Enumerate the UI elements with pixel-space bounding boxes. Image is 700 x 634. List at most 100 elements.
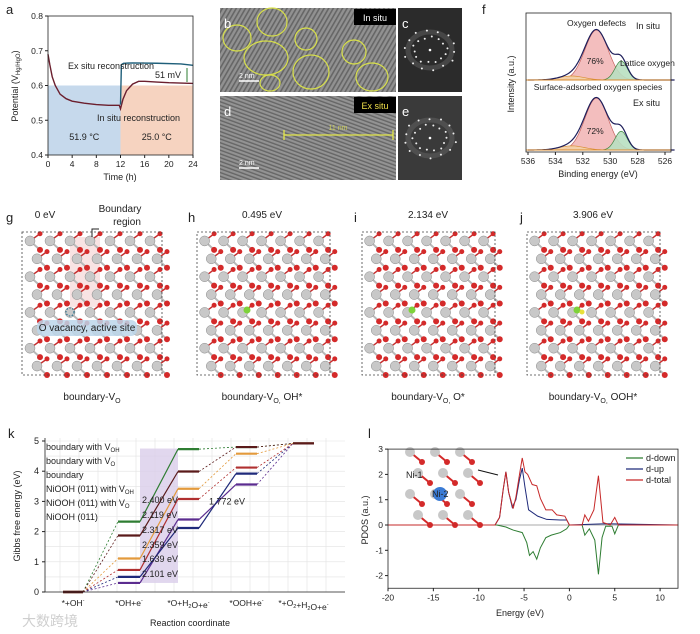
ni-atom [440,307,451,318]
ni-atom [447,253,458,265]
ni-atom [84,307,96,318]
barrier-label-ooh: 1.772 eV [209,496,245,506]
o-atom [567,320,573,326]
x-tick-label: 0 [46,159,51,169]
ni-atom [536,360,547,372]
o-atom [655,302,661,308]
ni-atom [282,289,293,300]
o-atom [643,284,649,290]
ni-atom [586,307,597,318]
ni-atom [409,360,420,372]
o-atom [496,264,503,271]
o-atom [547,300,554,307]
ni-atom [459,271,470,282]
o-atom [433,302,439,308]
diffraction-spot [441,42,444,45]
axes-frame [525,12,672,153]
o-atom [287,267,293,273]
boundary-region-label-2: region [113,217,141,228]
o-atom [44,264,50,271]
o-atom [636,231,642,237]
x-category-label: *+O2+H2O+e- [278,598,328,612]
transition-line [198,467,237,500]
watermark: 大数跨境 [22,613,78,629]
o-atom [275,320,281,326]
fft-pattern-e: e [398,96,462,180]
panel-label-e: e [402,104,409,119]
o-atom [325,267,331,273]
o-atom [275,249,281,255]
ni-1-label: Ni-1 [406,470,423,480]
diffraction-spot [453,50,456,53]
o-atom [64,356,70,362]
ni-atom [643,307,654,318]
ni-atom [612,360,623,372]
ni-atom [643,235,654,247]
chart-a-potential-vs-time: 51.9 °C 25.0 °C Ex situ reconstruction In s… [10,11,198,182]
o-atom [249,246,256,253]
diffraction-spot [403,47,406,50]
pointer-arrow [477,469,499,476]
o-atom [376,354,383,361]
ni-atom [24,342,36,354]
transition-line [256,443,294,448]
x-tick-label: 534 [548,156,562,166]
o-atom [566,264,573,271]
o-atom [662,249,668,255]
o-atom [617,354,624,361]
o-atom [104,249,110,255]
label-part: 2 [307,606,310,612]
ni-atom [84,342,96,354]
ni-atom [237,271,248,282]
legend-text: boundary with V [46,456,111,466]
ni-atom [371,289,382,300]
o-atom [294,284,300,290]
o-atom [548,284,554,290]
o-atom [471,282,478,289]
transition-line [256,443,294,485]
series-label-ex-situ: Ex situ reconstruction [68,61,154,71]
transition-line [82,576,119,593]
ni-atom [24,271,36,282]
o-atom [560,338,566,344]
legend-sub: OH [111,448,120,454]
transition-line [198,446,237,472]
y-axis-label: Intensity (a.u.) [506,55,516,112]
label-part: - [83,598,85,604]
ni-atom [390,289,401,300]
o-atom [497,284,503,290]
o-atom [157,246,163,253]
o-atom [313,249,319,255]
o-atom [497,356,503,362]
o-atom [306,338,312,344]
o-atom [548,356,554,362]
o-atom [566,372,573,378]
ni-atom [383,271,394,282]
o-atom [268,302,274,308]
o-atom [382,264,389,271]
o-atom [37,302,43,308]
diffraction-spot [428,118,431,121]
ni-atom [428,253,439,265]
o-atom [211,282,218,289]
o-atom [395,282,402,289]
o-atom [471,267,477,273]
o-atom [414,338,420,344]
ni-atom [438,510,448,520]
tem-image-d: Ex situ d 11 nm 2 nm [220,96,396,180]
o-atom [237,320,243,326]
ni-atom [91,253,103,265]
tem-image-b: In situ b 2 nm [220,7,396,92]
ni-atom [555,289,566,300]
ni-atom [605,342,616,354]
o-atom [64,284,70,290]
ni-atom [428,325,439,336]
inset-bg [402,448,476,524]
component-label: Lattice oxygen [620,58,675,68]
ni-2-label: Ni-2 [432,489,449,499]
legend-text: boundary [46,470,84,480]
label-part: 2 [293,604,296,610]
o-atom [117,246,123,253]
x-axis-label: Reaction coordinate [150,618,230,628]
o-atom [97,338,103,344]
